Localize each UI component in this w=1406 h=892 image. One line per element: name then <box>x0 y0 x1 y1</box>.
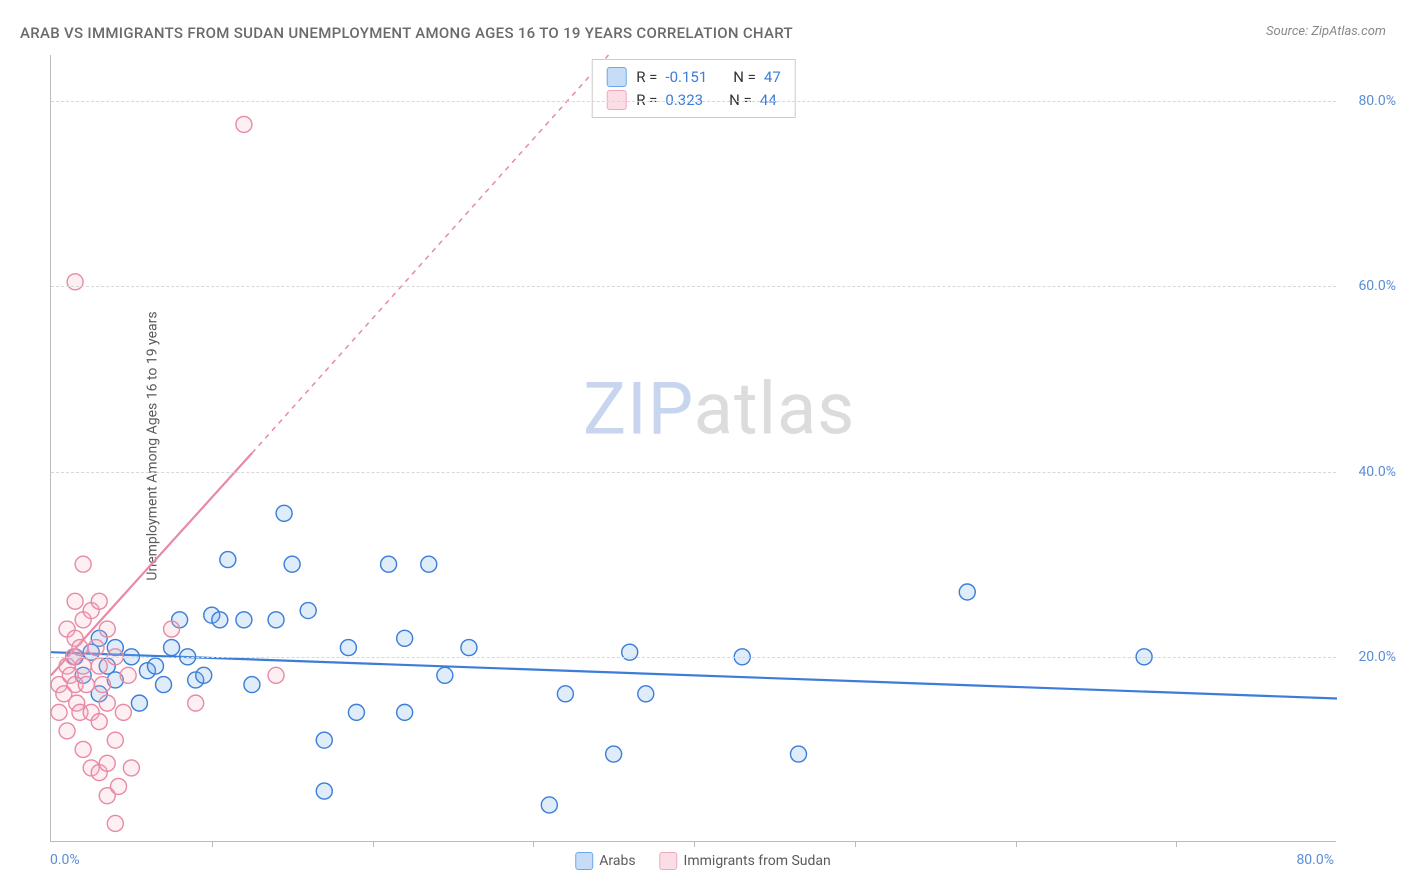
data-point <box>131 695 147 711</box>
data-point <box>381 556 397 572</box>
data-point <box>220 552 236 568</box>
chart-container: ARAB VS IMMIGRANTS FROM SUDAN UNEMPLOYME… <box>0 0 1406 892</box>
x-tick <box>373 841 374 847</box>
data-point <box>78 677 94 693</box>
data-point <box>606 746 622 762</box>
data-point <box>236 612 252 628</box>
plot-area: ZIPatlas R = -0.151N = 47R = 0.323N = 44… <box>50 55 1336 842</box>
data-point <box>91 593 107 609</box>
data-point <box>120 667 136 683</box>
x-tick <box>694 841 695 847</box>
data-point <box>397 704 413 720</box>
x-tick <box>855 841 856 847</box>
data-point <box>557 686 573 702</box>
legend-label: Immigrants from Sudan <box>684 853 831 869</box>
data-point <box>99 695 115 711</box>
data-point <box>91 714 107 730</box>
stat-n-value: 47 <box>764 66 781 89</box>
x-tick <box>533 841 534 847</box>
scatter-svg <box>51 55 1336 841</box>
data-point <box>107 732 123 748</box>
trendline-dashed-Immigrants from Sudan <box>252 55 609 453</box>
data-point <box>115 704 131 720</box>
data-point <box>72 640 88 656</box>
data-point <box>147 658 163 674</box>
stats-swatch <box>606 90 626 110</box>
legend-item: Immigrants from Sudan <box>660 852 831 870</box>
data-point <box>91 658 107 674</box>
x-axis-min-label: 0.0% <box>50 852 80 868</box>
data-point <box>196 667 212 683</box>
data-point <box>164 621 180 637</box>
data-point <box>188 695 204 711</box>
legend-item: Arabs <box>575 852 635 870</box>
data-point <box>437 667 453 683</box>
data-point <box>300 603 316 619</box>
y-tick-label: 40.0% <box>1358 464 1396 480</box>
data-point <box>638 686 654 702</box>
y-tick-label: 80.0% <box>1358 93 1396 109</box>
gridline <box>51 286 1336 287</box>
data-point <box>316 783 332 799</box>
data-point <box>59 723 75 739</box>
source-attribution: Source: ZipAtlas.com <box>1266 24 1386 39</box>
legend-label: Arabs <box>599 853 635 869</box>
y-tick-label: 60.0% <box>1358 278 1396 294</box>
legend-swatch <box>575 852 593 870</box>
data-point <box>790 746 806 762</box>
data-point <box>268 667 284 683</box>
data-point <box>75 741 91 757</box>
data-point <box>123 760 139 776</box>
data-point <box>164 640 180 656</box>
data-point <box>111 778 127 794</box>
stats-row: R = 0.323 N = 44 <box>606 89 781 112</box>
data-point <box>88 640 104 656</box>
data-point <box>959 584 975 600</box>
x-tick <box>1016 841 1017 847</box>
x-axis-max-label: 80.0% <box>1296 852 1334 868</box>
data-point <box>316 732 332 748</box>
bottom-legend: Arabs Immigrants from Sudan <box>575 852 831 870</box>
correlation-stats-box: R = -0.151 N = 47 R = 0.323 N = 44 <box>591 59 796 118</box>
data-point <box>156 677 172 693</box>
data-point <box>236 116 252 132</box>
legend-swatch <box>660 852 678 870</box>
data-point <box>212 612 228 628</box>
stats-swatch <box>606 67 626 87</box>
gridline <box>51 101 1336 102</box>
data-point <box>276 505 292 521</box>
y-tick-label: 20.0% <box>1358 649 1396 665</box>
stat-n-label: N = <box>729 89 752 112</box>
data-point <box>94 677 110 693</box>
data-point <box>51 704 67 720</box>
data-point <box>244 677 260 693</box>
data-point <box>541 797 557 813</box>
data-point <box>348 704 364 720</box>
stat-r-value: 0.323 <box>665 89 703 112</box>
data-point <box>99 755 115 771</box>
x-tick <box>212 841 213 847</box>
gridline <box>51 657 1336 658</box>
data-point <box>75 658 91 674</box>
stat-r-value: -0.151 <box>665 66 707 89</box>
stat-n-value: 44 <box>760 89 777 112</box>
data-point <box>107 815 123 831</box>
data-point <box>99 621 115 637</box>
data-point <box>397 630 413 646</box>
gridline <box>51 472 1336 473</box>
data-point <box>268 612 284 628</box>
stat-r-label: R = <box>636 66 657 89</box>
stats-row: R = -0.151 N = 47 <box>606 66 781 89</box>
data-point <box>340 640 356 656</box>
data-point <box>461 640 477 656</box>
stat-n-label: N = <box>733 66 756 89</box>
stat-r-label: R = <box>636 89 657 112</box>
data-point <box>284 556 300 572</box>
chart-title: ARAB VS IMMIGRANTS FROM SUDAN UNEMPLOYME… <box>20 24 793 42</box>
x-tick <box>1176 841 1177 847</box>
data-point <box>75 556 91 572</box>
data-point <box>421 556 437 572</box>
data-point <box>67 593 83 609</box>
